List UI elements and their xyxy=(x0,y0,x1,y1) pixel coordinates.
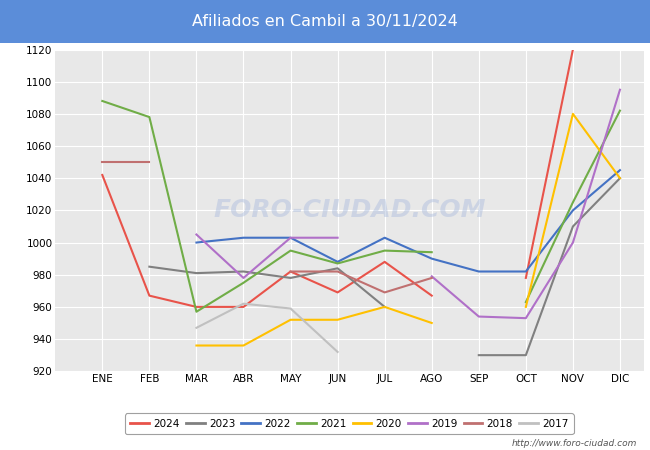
Text: http://www.foro-ciudad.com: http://www.foro-ciudad.com xyxy=(512,439,637,448)
Legend: 2024, 2023, 2022, 2021, 2020, 2019, 2018, 2017: 2024, 2023, 2022, 2021, 2020, 2019, 2018… xyxy=(125,414,573,434)
Text: FORO-CIUDAD.COM: FORO-CIUDAD.COM xyxy=(213,198,486,222)
Text: Afiliados en Cambil a 30/11/2024: Afiliados en Cambil a 30/11/2024 xyxy=(192,14,458,29)
